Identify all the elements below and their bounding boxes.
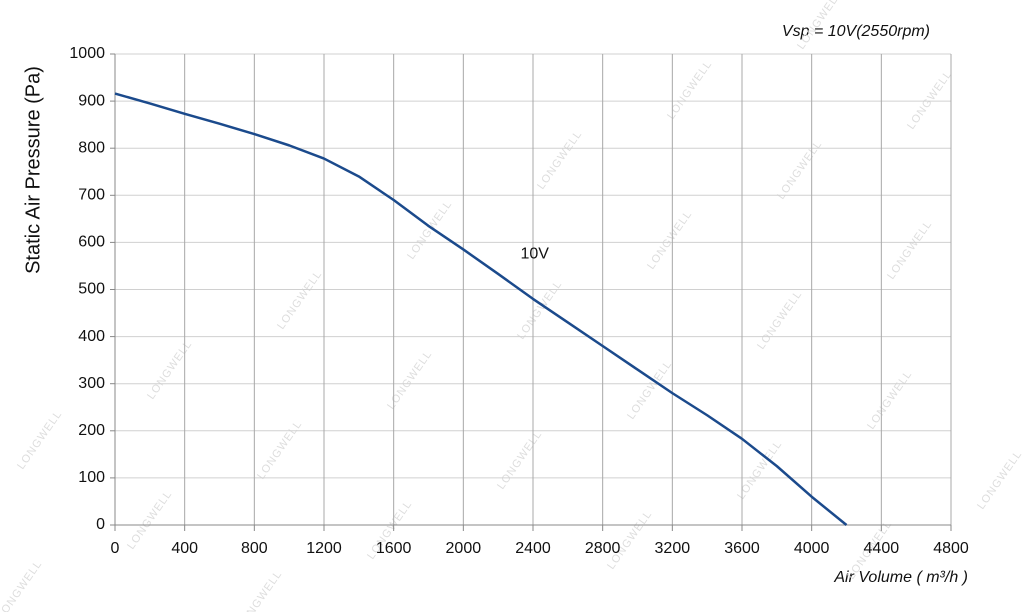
watermark: LONGWELL	[495, 428, 544, 492]
watermark: LONGWELL	[645, 208, 694, 272]
watermark: LONGWELL	[275, 268, 324, 332]
watermark: LONGWELL	[235, 568, 284, 612]
x-axis-label: Air Volume ( m³/h )	[833, 569, 968, 586]
y-tick-label: 100	[78, 469, 105, 486]
y-tick-label: 600	[78, 234, 105, 251]
watermark: LONGWELL	[385, 348, 434, 412]
y-tick-label: 500	[78, 281, 105, 298]
x-tick-label: 0	[111, 540, 120, 557]
watermark: LONGWELL	[905, 68, 954, 132]
chart-subtitle: Vsp = 10V(2550rpm)	[782, 23, 930, 40]
x-tick-label: 3200	[655, 540, 691, 557]
watermark: LONGWELL	[0, 558, 45, 612]
x-tick-label: 1200	[306, 540, 342, 557]
x-tick-label: 400	[171, 540, 198, 557]
y-axis-label: Static Air Pressure (Pa)	[22, 66, 44, 274]
x-tick-label: 2400	[515, 540, 551, 557]
y-tick-label: 1000	[69, 45, 105, 62]
watermark: LONGWELL	[125, 488, 174, 552]
watermark: LONGWELL	[15, 408, 64, 472]
watermark: LONGWELL	[885, 218, 934, 282]
watermark: LONGWELL	[865, 368, 914, 432]
x-tick-label: 2800	[585, 540, 621, 557]
x-tick-label: 800	[241, 540, 268, 557]
y-tick-label: 200	[78, 422, 105, 439]
watermark: LONGWELL	[535, 128, 584, 192]
x-tick-label: 4000	[794, 540, 830, 557]
watermark: LONGWELL	[735, 438, 784, 502]
x-tick-label: 4800	[933, 540, 969, 557]
watermark: LONGWELL	[755, 288, 804, 352]
x-tick-label: 4400	[864, 540, 900, 557]
y-tick-label: 400	[78, 328, 105, 345]
y-tick-label: 0	[96, 516, 105, 533]
watermark: LONGWELL	[405, 198, 454, 262]
y-tick-label: 900	[78, 92, 105, 109]
x-tick-label: 3600	[724, 540, 760, 557]
x-tick-label: 1600	[376, 540, 412, 557]
watermark: LONGWELL	[145, 338, 194, 402]
y-tick-label: 700	[78, 187, 105, 204]
watermark: LONGWELL	[255, 418, 304, 482]
y-tick-label: 300	[78, 375, 105, 392]
watermark: LONGWELL	[975, 448, 1024, 512]
watermark: LONGWELL	[515, 278, 564, 342]
annotation: 10V	[521, 245, 550, 262]
series-line	[114, 92, 848, 526]
y-tick-label: 800	[78, 139, 105, 156]
x-tick-label: 2000	[446, 540, 482, 557]
